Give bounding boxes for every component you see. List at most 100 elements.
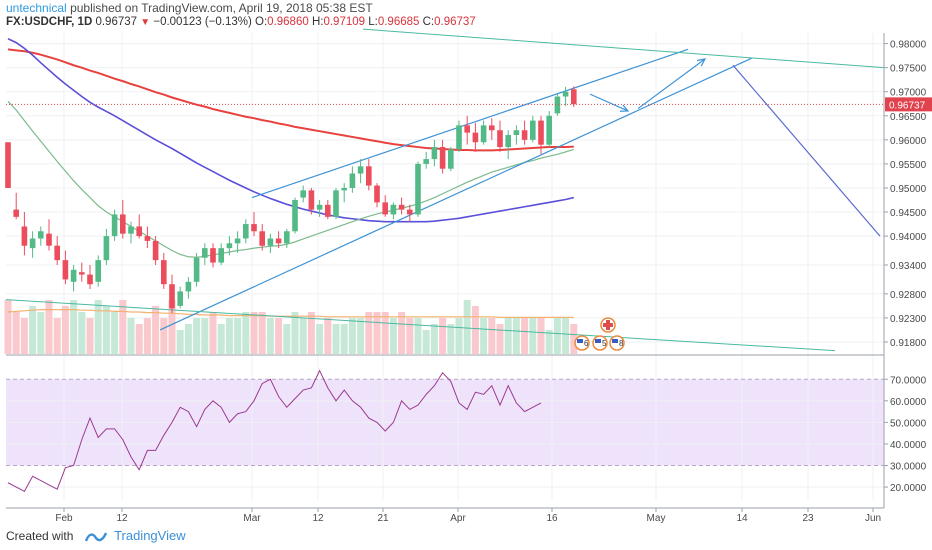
price-tick-label-11: 0.92300 <box>890 314 927 325</box>
volume-bar-59 <box>488 318 496 354</box>
candle-39 <box>325 199 331 220</box>
volume-bar-66 <box>545 330 553 354</box>
volume-bar-28 <box>234 318 242 354</box>
candle-64 <box>530 115 536 143</box>
volume-bar-21 <box>176 330 184 354</box>
volume-bar-62 <box>512 318 520 354</box>
candle-38 <box>316 199 323 217</box>
volume-bar-40 <box>332 324 340 354</box>
down-arrow-icon: ▼ <box>140 17 151 28</box>
volume-bar-43 <box>357 318 365 354</box>
volume-bar-33 <box>275 318 283 354</box>
volume-bar-10 <box>86 318 94 354</box>
volume-bar-54 <box>447 324 455 354</box>
volume-bars <box>4 300 578 354</box>
volume-bar-61 <box>504 318 512 354</box>
candle-62 <box>513 125 520 145</box>
moving-averages <box>7 38 574 258</box>
volume-bar-46 <box>381 312 389 354</box>
candle-body-17 <box>144 236 151 241</box>
candle-25 <box>210 243 216 268</box>
channel-lower-line <box>159 57 753 331</box>
candle-body-31 <box>259 231 265 246</box>
candle-body-42 <box>349 173 356 188</box>
candle-21 <box>177 286 183 309</box>
trend-drawings[interactable] <box>5 28 885 352</box>
candle-body-66 <box>546 115 552 145</box>
candle-body-68 <box>562 91 569 97</box>
volume-bar-15 <box>127 318 135 354</box>
candle-body-13 <box>111 214 118 237</box>
us-flag-icon-2 <box>612 339 618 343</box>
candle-body-24 <box>202 248 208 258</box>
candle-34 <box>284 228 290 249</box>
candle-66 <box>546 110 552 148</box>
candle-body-23 <box>193 257 200 282</box>
price-tick-label-12: 0.91800 <box>890 338 927 349</box>
volume-bar-2 <box>20 318 28 354</box>
candle-body-26 <box>218 248 224 263</box>
event-markers[interactable]: 6 5 8 <box>574 317 625 351</box>
candle-58 <box>480 120 487 145</box>
volume-bar-55 <box>455 318 463 354</box>
candle-body-34 <box>284 231 290 244</box>
volume-bar-68 <box>562 318 570 354</box>
event-count-1: 5 <box>602 339 607 348</box>
symbol-name[interactable]: FX:USDCHF, 1D <box>6 16 93 28</box>
candle-43 <box>357 159 364 184</box>
time-tick-label-3: 12 <box>312 513 324 524</box>
volume-bar-23 <box>193 318 201 354</box>
published-text: published on TradingView.com, April 19, … <box>70 1 373 15</box>
volume-bar-25 <box>209 312 217 354</box>
candle-body-43 <box>357 166 364 174</box>
candle-body-27 <box>226 243 233 249</box>
price-tick-label-3: 0.96500 <box>890 112 927 123</box>
volume-ma-line <box>7 309 574 318</box>
candle-body-49 <box>407 209 413 215</box>
candle-body-56 <box>464 125 470 133</box>
last-price: 0.96737 <box>95 16 138 28</box>
volume-bar-13 <box>111 312 119 354</box>
candle-19 <box>161 252 167 290</box>
volume-bar-56 <box>463 300 471 354</box>
volume-bar-16 <box>135 324 143 354</box>
volume-bar-3 <box>29 306 37 354</box>
candle-18 <box>152 236 159 265</box>
path-arrow-up <box>637 58 706 110</box>
open-value: 0.96860 <box>267 16 309 28</box>
volume-trend-line <box>5 299 836 352</box>
volume-bar-29 <box>242 312 250 354</box>
candle-44 <box>366 159 372 191</box>
event-count-2: 8 <box>619 339 624 348</box>
author-link[interactable]: untechnical <box>6 1 67 15</box>
price-change: −0.00123 (−0.13%) <box>153 16 252 28</box>
close-label: C: <box>422 16 435 28</box>
candle-body-47 <box>390 204 397 215</box>
volume-bar-7 <box>61 306 69 354</box>
candle-body-11 <box>95 260 101 282</box>
volume-bar-57 <box>471 306 479 354</box>
candle-2 <box>21 212 28 256</box>
tradingview-brand[interactable]: TradingView <box>114 528 186 543</box>
us-flag-icon-0 <box>577 339 583 343</box>
candle-51 <box>423 151 429 169</box>
us-flag-icon-1 <box>595 339 601 343</box>
volume-bar-52 <box>430 324 438 354</box>
candle-body-65 <box>538 120 544 145</box>
volume-bar-1 <box>12 312 20 354</box>
volume-bar-5 <box>45 300 53 354</box>
candle-body-3 <box>29 238 36 249</box>
candle-61 <box>505 130 511 160</box>
candle-8 <box>70 264 77 292</box>
candle-body-37 <box>308 190 315 210</box>
volume-bar-17 <box>143 318 151 354</box>
volume-bar-4 <box>37 312 45 354</box>
rsi-line <box>7 369 542 493</box>
volume-bar-41 <box>340 324 348 354</box>
time-tick-label-8: 14 <box>736 513 748 524</box>
price-tick-label-6: 0.95000 <box>890 184 927 195</box>
candle-5 <box>46 219 52 251</box>
candle-body-12 <box>103 236 110 261</box>
candle-body-39 <box>325 204 331 217</box>
